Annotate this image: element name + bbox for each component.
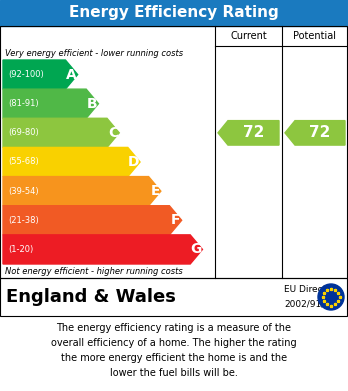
- Polygon shape: [3, 147, 140, 177]
- Bar: [0, 278, 348, 316]
- Text: 72: 72: [243, 126, 264, 140]
- Text: (21-38): (21-38): [8, 216, 39, 225]
- Text: B: B: [87, 97, 97, 111]
- Text: (92-100): (92-100): [8, 70, 44, 79]
- Polygon shape: [3, 60, 78, 89]
- Text: E: E: [150, 184, 160, 198]
- Text: Current: Current: [230, 31, 267, 41]
- Text: (55-68): (55-68): [8, 158, 39, 167]
- Bar: [0, 0, 348, 26]
- Bar: [0, 26, 347, 278]
- Text: C: C: [108, 126, 118, 140]
- Text: (39-54): (39-54): [8, 187, 39, 196]
- Text: (81-91): (81-91): [8, 99, 39, 108]
- Text: Potential: Potential: [293, 31, 337, 41]
- Polygon shape: [285, 120, 345, 145]
- Text: F: F: [171, 213, 181, 227]
- Polygon shape: [3, 177, 161, 206]
- Text: (1-20): (1-20): [8, 245, 33, 254]
- Text: England & Wales: England & Wales: [6, 288, 176, 306]
- Text: (69-80): (69-80): [8, 128, 39, 137]
- Bar: [0, 26, 348, 278]
- Text: G: G: [190, 242, 201, 256]
- Polygon shape: [218, 120, 279, 145]
- Text: Very energy efficient - lower running costs: Very energy efficient - lower running co…: [5, 48, 183, 57]
- Text: A: A: [66, 68, 77, 82]
- Text: The energy efficiency rating is a measure of the
overall efficiency of a home. T: The energy efficiency rating is a measur…: [51, 323, 297, 378]
- Circle shape: [318, 284, 344, 310]
- Polygon shape: [3, 206, 182, 235]
- Polygon shape: [3, 235, 203, 264]
- Text: 72: 72: [309, 126, 331, 140]
- Polygon shape: [3, 118, 119, 147]
- Text: 2002/91/EC: 2002/91/EC: [284, 300, 336, 308]
- Polygon shape: [3, 89, 98, 118]
- Text: EU Directive: EU Directive: [284, 285, 340, 294]
- Bar: [0, 278, 347, 316]
- Text: D: D: [127, 155, 139, 169]
- Text: Not energy efficient - higher running costs: Not energy efficient - higher running co…: [5, 267, 183, 276]
- Text: Energy Efficiency Rating: Energy Efficiency Rating: [69, 5, 279, 20]
